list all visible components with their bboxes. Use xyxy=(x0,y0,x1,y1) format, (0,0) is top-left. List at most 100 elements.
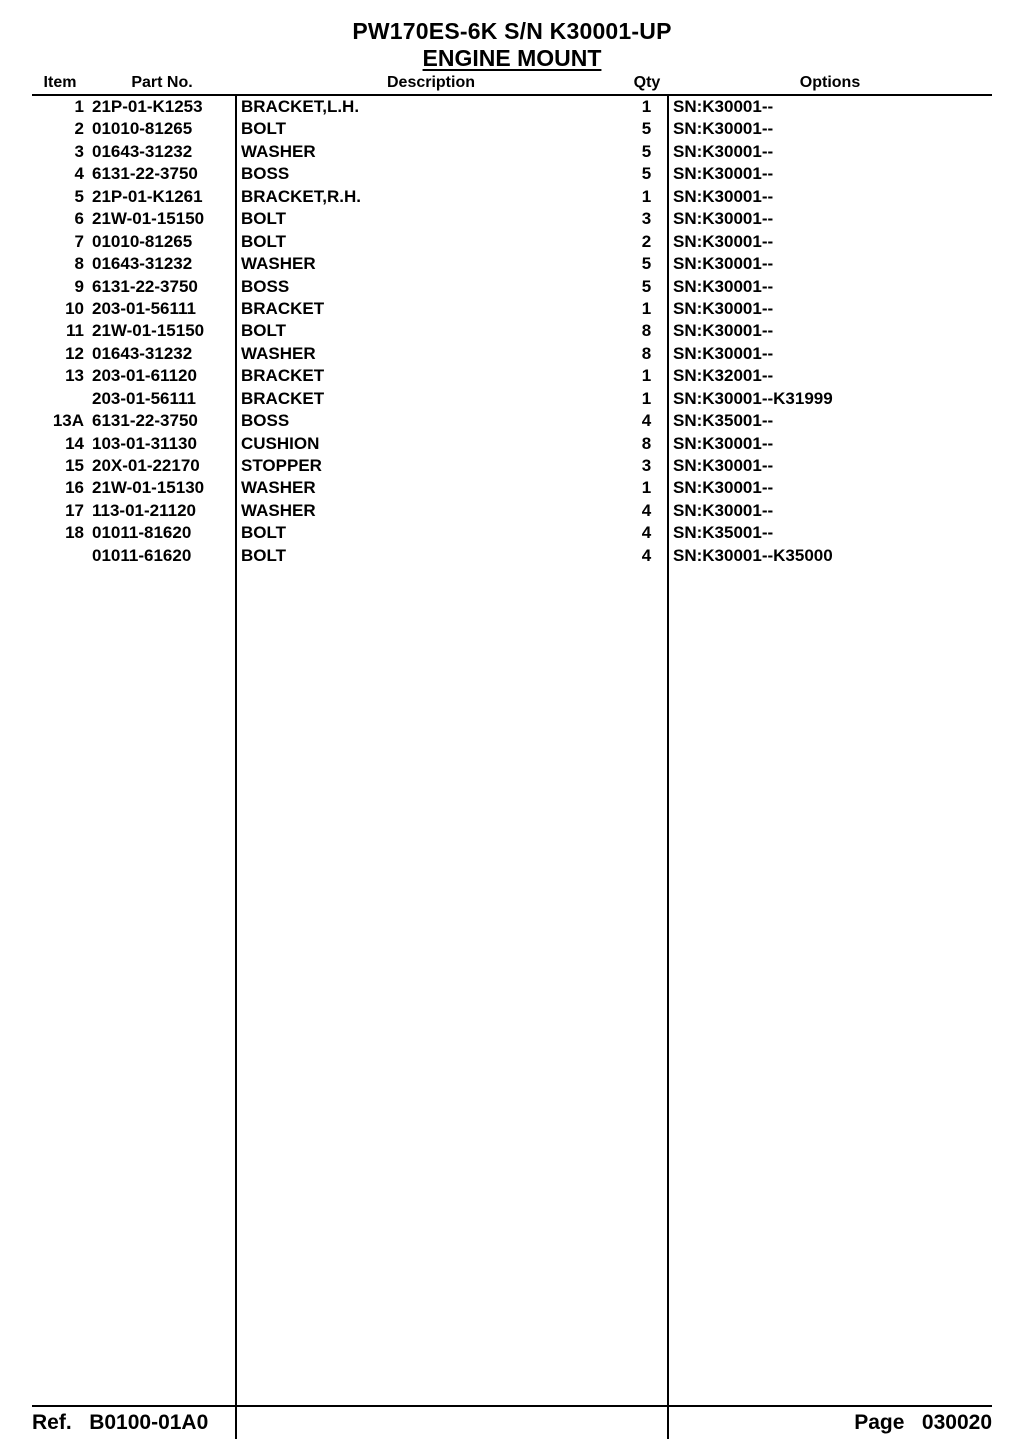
table-row: 201010-81265BOLT5SN:K30001-- xyxy=(32,118,992,140)
table-row: 801643-31232WASHER5SN:K30001-- xyxy=(32,253,992,275)
cell-part: 21P-01-K1261 xyxy=(88,186,236,208)
cell-opt: SN:K30001-- xyxy=(668,208,992,230)
cell-opt: SN:K32001-- xyxy=(668,365,992,387)
cell-item: 14 xyxy=(32,433,88,455)
table-row: 1801011-81620BOLT4SN:K35001-- xyxy=(32,522,992,544)
cell-opt: SN:K30001-- xyxy=(668,343,992,365)
cell-item: 9 xyxy=(32,276,88,298)
cell-opt: SN:K30001-- xyxy=(668,455,992,477)
cell-opt: SN:K30001-- xyxy=(668,477,992,499)
cell-desc: STOPPER xyxy=(236,455,626,477)
cell-part: 113-01-21120 xyxy=(88,500,236,522)
cell-desc: CUSHION xyxy=(236,433,626,455)
table-header-row: Item Part No. Description Qty Options xyxy=(32,74,992,95)
page-container: PW170ES-6K S/N K30001-UP ENGINE MOUNT It… xyxy=(0,0,1024,1449)
cell-part: 21P-01-K1253 xyxy=(88,95,236,118)
cell-qty: 1 xyxy=(626,95,668,118)
cell-part: 103-01-31130 xyxy=(88,433,236,455)
table-row: 701010-81265BOLT2SN:K30001-- xyxy=(32,231,992,253)
cell-part: 01010-81265 xyxy=(88,231,236,253)
cell-item: 6 xyxy=(32,208,88,230)
cell-item: 5 xyxy=(32,186,88,208)
cell-opt: SN:K30001-- xyxy=(668,118,992,140)
cell-opt: SN:K35001-- xyxy=(668,522,992,544)
cell-item: 4 xyxy=(32,163,88,185)
cell-opt: SN:K30001-- xyxy=(668,231,992,253)
table-row: 621W-01-15150BOLT3SN:K30001-- xyxy=(32,208,992,230)
table-row: 13A6131-22-3750BOSS4SN:K35001-- xyxy=(32,410,992,432)
col-header-opt: Options xyxy=(668,74,992,95)
cell-opt: SN:K30001-- xyxy=(668,320,992,342)
cell-opt: SN:K30001--K35000 xyxy=(668,545,992,567)
table-row: 10203-01-56111BRACKET1SN:K30001-- xyxy=(32,298,992,320)
col-header-part: Part No. xyxy=(88,74,236,95)
table-row: 301643-31232WASHER5SN:K30001-- xyxy=(32,141,992,163)
table-row: 121P-01-K1253BRACKET,L.H.1SN:K30001-- xyxy=(32,95,992,118)
cell-opt: SN:K30001-- xyxy=(668,95,992,118)
cell-qty: 3 xyxy=(626,455,668,477)
table-row: 1520X-01-22170STOPPER3SN:K30001-- xyxy=(32,455,992,477)
cell-opt: SN:K30001-- xyxy=(668,276,992,298)
cell-desc: BOLT xyxy=(236,522,626,544)
cell-qty: 5 xyxy=(626,276,668,298)
cell-desc: BOSS xyxy=(236,410,626,432)
footer-ref-value: B0100-01A0 xyxy=(89,1411,208,1434)
cell-desc: WASHER xyxy=(236,477,626,499)
cell-part: 01643-31232 xyxy=(88,253,236,275)
table-filler-row xyxy=(32,567,992,1439)
cell-part: 01011-81620 xyxy=(88,522,236,544)
cell-part: 01643-31232 xyxy=(88,343,236,365)
cell-qty: 5 xyxy=(626,118,668,140)
cell-part: 01010-81265 xyxy=(88,118,236,140)
cell-qty: 4 xyxy=(626,500,668,522)
cell-item xyxy=(32,388,88,410)
title-line-2: ENGINE MOUNT xyxy=(32,45,992,72)
cell-item: 18 xyxy=(32,522,88,544)
title-block: PW170ES-6K S/N K30001-UP ENGINE MOUNT xyxy=(32,18,992,72)
cell-opt: SN:K30001-- xyxy=(668,298,992,320)
col-header-desc: Description xyxy=(236,74,626,95)
cell-desc: BOLT xyxy=(236,545,626,567)
footer-page-label: Page xyxy=(854,1411,904,1434)
footer-ref: Ref. B0100-01A0 xyxy=(32,1411,208,1435)
cell-item: 13A xyxy=(32,410,88,432)
col-header-item: Item xyxy=(32,74,88,95)
cell-desc: BOLT xyxy=(236,118,626,140)
cell-desc: WASHER xyxy=(236,141,626,163)
table-row: 1201643-31232WASHER8SN:K30001-- xyxy=(32,343,992,365)
cell-desc: BOLT xyxy=(236,320,626,342)
cell-qty: 8 xyxy=(626,320,668,342)
cell-qty: 1 xyxy=(626,477,668,499)
table-row: 46131-22-3750BOSS5SN:K30001-- xyxy=(32,163,992,185)
cell-part: 6131-22-3750 xyxy=(88,410,236,432)
cell-item xyxy=(32,545,88,567)
cell-part: 6131-22-3750 xyxy=(88,276,236,298)
cell-desc: BRACKET,R.H. xyxy=(236,186,626,208)
cell-part: 21W-01-15130 xyxy=(88,477,236,499)
footer-page: Page 030020 xyxy=(854,1411,992,1435)
cell-item: 3 xyxy=(32,141,88,163)
page-footer: Ref. B0100-01A0 Page 030020 xyxy=(32,1405,992,1435)
cell-qty: 2 xyxy=(626,231,668,253)
cell-item: 10 xyxy=(32,298,88,320)
cell-part: 6131-22-3750 xyxy=(88,163,236,185)
cell-opt: SN:K30001--K31999 xyxy=(668,388,992,410)
cell-item: 1 xyxy=(32,95,88,118)
cell-opt: SN:K30001-- xyxy=(668,186,992,208)
cell-part: 01011-61620 xyxy=(88,545,236,567)
cell-desc: BOSS xyxy=(236,276,626,298)
cell-qty: 4 xyxy=(626,410,668,432)
title-line-1: PW170ES-6K S/N K30001-UP xyxy=(32,18,992,45)
cell-opt: SN:K30001-- xyxy=(668,433,992,455)
cell-qty: 1 xyxy=(626,365,668,387)
table-row: 96131-22-3750BOSS5SN:K30001-- xyxy=(32,276,992,298)
cell-qty: 5 xyxy=(626,163,668,185)
cell-qty: 1 xyxy=(626,388,668,410)
cell-part: 21W-01-15150 xyxy=(88,208,236,230)
footer-page-value: 030020 xyxy=(922,1411,992,1434)
table-row: 521P-01-K1261BRACKET,R.H.1SN:K30001-- xyxy=(32,186,992,208)
cell-item: 8 xyxy=(32,253,88,275)
cell-part: 01643-31232 xyxy=(88,141,236,163)
cell-item: 11 xyxy=(32,320,88,342)
cell-qty: 5 xyxy=(626,253,668,275)
